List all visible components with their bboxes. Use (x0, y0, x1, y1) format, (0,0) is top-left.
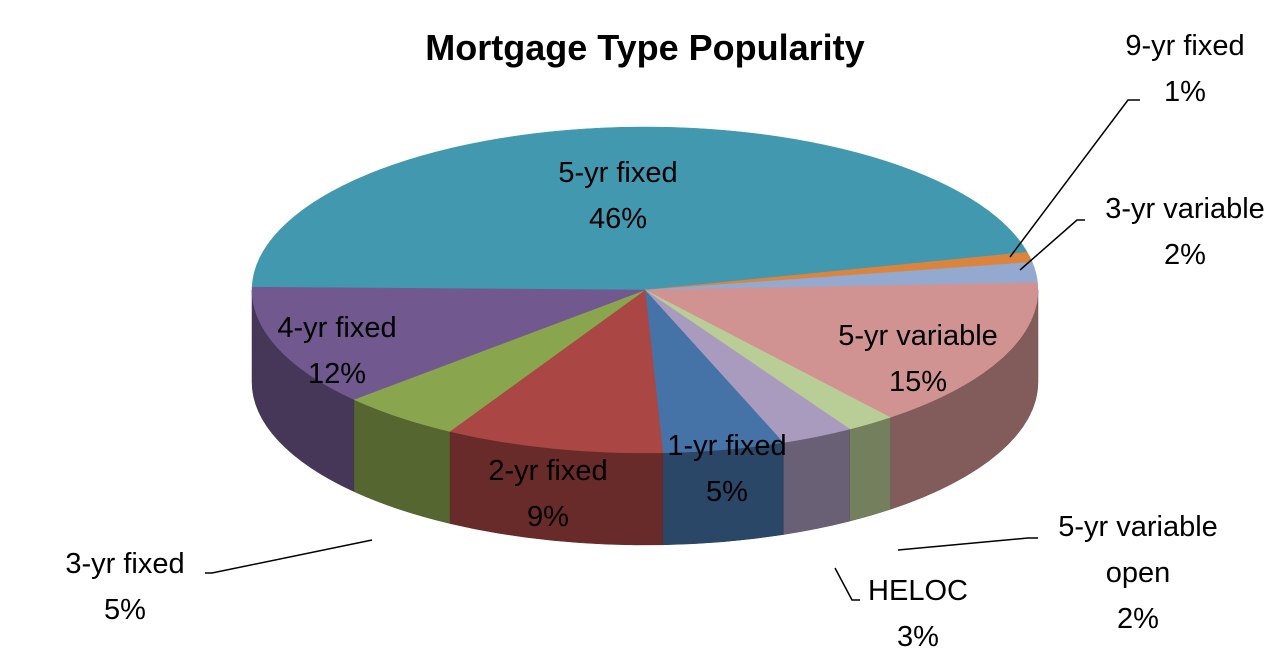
leader-line-3-yr-variable (1019, 219, 1085, 271)
slice-5-yr-variable (644, 282, 1039, 418)
slice-label-5-yr-variable: 5-yr variable (838, 320, 998, 352)
slice-percent-heloc: 3% (897, 621, 939, 653)
slice-label-heloc: HELOC (868, 575, 968, 607)
slice-percent-9-yr-fixed: 1% (1164, 76, 1206, 108)
leader-line-5-yr-variable-open (897, 537, 1038, 551)
slice-label-5-yr-variable-open: open (1106, 557, 1171, 589)
leader-lines (205, 99, 1140, 601)
pie-sides (251, 289, 1039, 546)
slice-percent-1-yr-fixed: 5% (706, 476, 748, 508)
slice-2-yr-fixed (449, 289, 664, 454)
slice-label-4-yr-fixed: 4-yr fixed (277, 312, 396, 344)
slice-label-3-yr-fixed: 3-yr fixed (65, 548, 184, 580)
leader-line-9-yr-fixed (1009, 99, 1140, 258)
slice-percent-5-yr-variable-open: 2% (1117, 603, 1159, 635)
slice-side-heloc (783, 428, 851, 535)
slice-percent-5-yr-variable: 15% (889, 366, 947, 398)
slice-label-1-yr-fixed: 1-yr fixed (667, 430, 786, 462)
slice-label-3-yr-variable: 3-yr variable (1105, 193, 1265, 225)
slice-side-5-yr-variable-open (849, 417, 891, 522)
slice-label-2-yr-fixed: 2-yr fixed (488, 455, 607, 487)
slice-percent-2-yr-fixed: 9% (527, 501, 569, 533)
leader-line-3-yr-fixed (205, 539, 373, 574)
slice-label-5-yr-variable-open: 5-yr variable (1058, 511, 1218, 543)
slice-percent-4-yr-fixed: 12% (308, 358, 366, 390)
slice-label-5-yr-fixed: 5-yr fixed (558, 157, 677, 189)
pie-slices (251, 126, 1039, 454)
leader-line-heloc (834, 567, 860, 601)
slice-4-yr-fixed (251, 286, 646, 400)
slice-percent-5-yr-fixed: 46% (589, 203, 647, 235)
slice-label-9-yr-fixed: 9-yr fixed (1125, 30, 1244, 62)
chart-title: Mortgage Type Popularity (425, 27, 864, 68)
slice-labels: 5-yr fixed 46% 9-yr fixed 1% 3-yr variable 2%… (65, 30, 1264, 653)
slice-5-yr-fixed (251, 126, 1028, 291)
slice-percent-3-yr-fixed: 5% (104, 594, 146, 626)
slice-percent-3-yr-variable: 2% (1164, 239, 1206, 271)
